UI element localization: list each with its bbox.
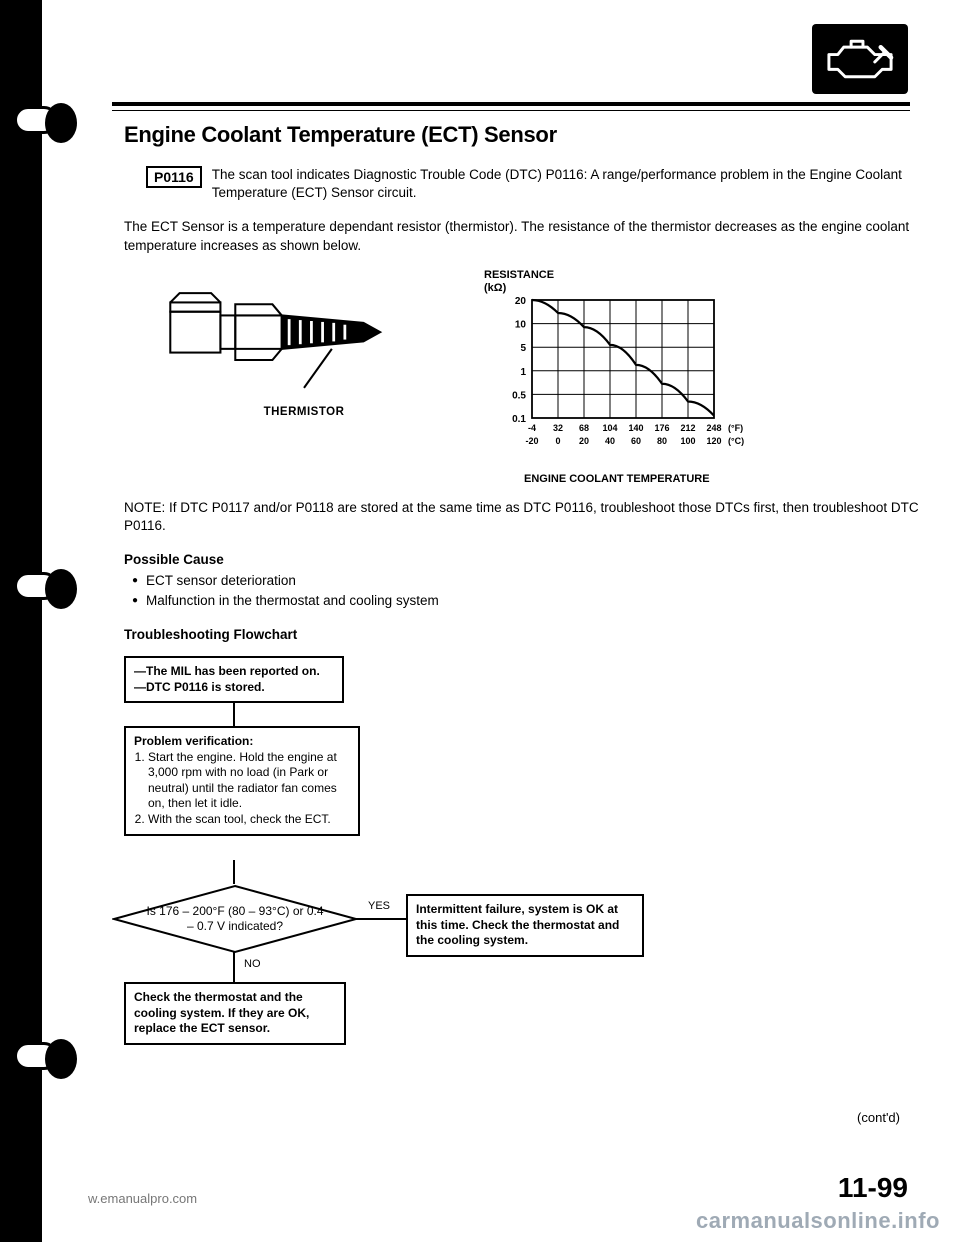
dtc-description: The scan tool indicates Diagnostic Troub… — [212, 166, 924, 202]
svg-text:100: 100 — [680, 436, 695, 446]
flow-verify-step1: Start the engine. Hold the engine at 3,0… — [148, 750, 350, 812]
cause-item: Malfunction in the thermostat and coolin… — [132, 591, 924, 611]
flow-start-line2: DTC P0116 is stored. — [146, 680, 265, 694]
svg-text:0.5: 0.5 — [512, 391, 526, 402]
chart-x-label: ENGINE COOLANT TEMPERATURE — [524, 473, 794, 485]
content: Engine Coolant Temperature (ECT) Sensor … — [124, 122, 924, 1090]
flow-connector — [233, 702, 235, 726]
svg-text:20: 20 — [515, 296, 527, 307]
svg-text:40: 40 — [605, 436, 615, 446]
flow-connector — [233, 952, 235, 982]
rule-thin — [112, 110, 910, 111]
flow-verify-title: Problem verification: — [134, 734, 350, 750]
page-inner: Engine Coolant Temperature (ECT) Sensor … — [42, 0, 960, 1242]
flow-verify-box: Problem verification: Start the engine. … — [124, 726, 360, 836]
intro-text: The ECT Sensor is a temperature dependan… — [124, 218, 924, 254]
page-title: Engine Coolant Temperature (ECT) Sensor — [124, 122, 924, 148]
svg-text:212: 212 — [680, 423, 695, 433]
flow-no-label: NO — [244, 958, 261, 970]
watermark-url: w.emanualpro.com — [88, 1191, 197, 1206]
flow-yes-label: YES — [368, 900, 390, 912]
flow-decision: Is 176 – 200°F (80 – 93°C) or 0.4 – 0.7 … — [112, 884, 358, 954]
flow-yes-result: Intermittent failure, system is OK at th… — [406, 894, 644, 957]
chart-y-unit: (kΩ) — [484, 282, 506, 294]
page: Engine Coolant Temperature (ECT) Sensor … — [0, 0, 960, 1242]
svg-text:248: 248 — [706, 423, 721, 433]
svg-text:(°F): (°F) — [728, 423, 743, 433]
svg-text:0: 0 — [555, 436, 560, 446]
contd-label: (cont'd) — [857, 1110, 900, 1125]
dtc-row: P0116 The scan tool indicates Diagnostic… — [146, 166, 924, 202]
possible-cause-list: ECT sensor deterioration Malfunction in … — [132, 571, 924, 612]
flowchart: —The MIL has been reported on. —DTC P011… — [124, 650, 694, 1090]
flow-start-box: —The MIL has been reported on. —DTC P011… — [124, 656, 344, 703]
binder-ring — [14, 572, 58, 600]
binder-ring — [14, 1042, 58, 1070]
possible-cause-heading: Possible Cause — [124, 552, 924, 567]
dtc-code-badge: P0116 — [146, 166, 202, 188]
svg-text:20: 20 — [579, 436, 589, 446]
flow-no-result: Check the thermostat and the cooling sys… — [124, 982, 346, 1045]
svg-text:176: 176 — [654, 423, 669, 433]
svg-text:1: 1 — [520, 367, 526, 378]
svg-text:140: 140 — [628, 423, 643, 433]
svg-text:5: 5 — [520, 343, 526, 354]
flow-verify-step2: With the scan tool, check the ECT. — [148, 812, 350, 828]
flow-start-line1: The MIL has been reported on. — [146, 664, 320, 678]
chart-svg: 20 10 5 1 0.5 0.1-4 32 68 104 140 176 212 248 (°F) -20… — [484, 294, 744, 464]
engine-icon — [823, 35, 897, 83]
figure-row: THERMISTOR RESISTANCE (kΩ) 2010510.50.1-… — [154, 269, 924, 485]
manual-icon — [812, 24, 908, 94]
cause-item: ECT sensor deterioration — [132, 571, 924, 591]
svg-text:-4: -4 — [528, 423, 536, 433]
svg-text:68: 68 — [579, 423, 589, 433]
svg-text:60: 60 — [631, 436, 641, 446]
resistance-chart: RESISTANCE (kΩ) 20 10 5 1 0.5 0.1-4 32 68 104 140… — [484, 269, 794, 485]
rule-thick — [112, 102, 910, 106]
flow-connector — [233, 860, 235, 884]
sensor-figure: THERMISTOR — [154, 269, 454, 418]
svg-text:104: 104 — [602, 423, 617, 433]
svg-text:0.1: 0.1 — [512, 414, 526, 425]
chart-y-title: RESISTANCE (kΩ) — [484, 269, 794, 294]
sensor-diagram — [164, 269, 444, 399]
note-text: NOTE: If DTC P0117 and/or P0118 are stor… — [124, 499, 924, 535]
flow-connector — [356, 918, 406, 920]
svg-text:80: 80 — [657, 436, 667, 446]
thermistor-label: THERMISTOR — [154, 406, 454, 418]
binder-ring — [14, 106, 58, 134]
flowchart-heading: Troubleshooting Flowchart — [124, 627, 924, 642]
chart-y-title-text: RESISTANCE — [484, 269, 554, 281]
svg-text:120: 120 — [706, 436, 721, 446]
svg-text:10: 10 — [515, 320, 527, 331]
page-number: 11-99 — [838, 1172, 908, 1204]
watermark-site: carmanualsonline.info — [696, 1208, 940, 1234]
flow-decision-text: Is 176 – 200°F (80 – 93°C) or 0.4 – 0.7 … — [112, 884, 358, 954]
svg-text:32: 32 — [553, 423, 563, 433]
svg-text:(°C): (°C) — [728, 436, 744, 446]
svg-text:-20: -20 — [525, 436, 538, 446]
